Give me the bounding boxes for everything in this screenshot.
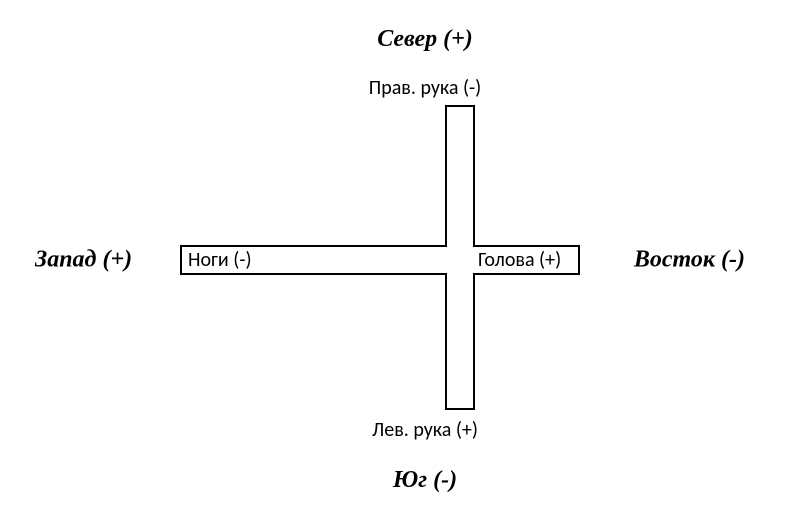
top-arm-label: Прав. рука (-): [369, 76, 481, 100]
left-box-label: Ноги (-): [188, 248, 252, 272]
east-label: Восток (-): [634, 247, 745, 274]
intersection-mask: [473, 247, 475, 273]
south-label: Юг (-): [393, 467, 457, 494]
bottom-arm-label: Лев. рука (+): [372, 418, 478, 442]
intersection-mask: [445, 247, 447, 273]
north-label: Север (+): [377, 26, 473, 53]
intersection-mask: [447, 273, 473, 275]
right-box-label: Голова (+): [478, 248, 561, 272]
intersection-mask: [447, 245, 473, 247]
west-label: Запад (+): [35, 247, 132, 274]
